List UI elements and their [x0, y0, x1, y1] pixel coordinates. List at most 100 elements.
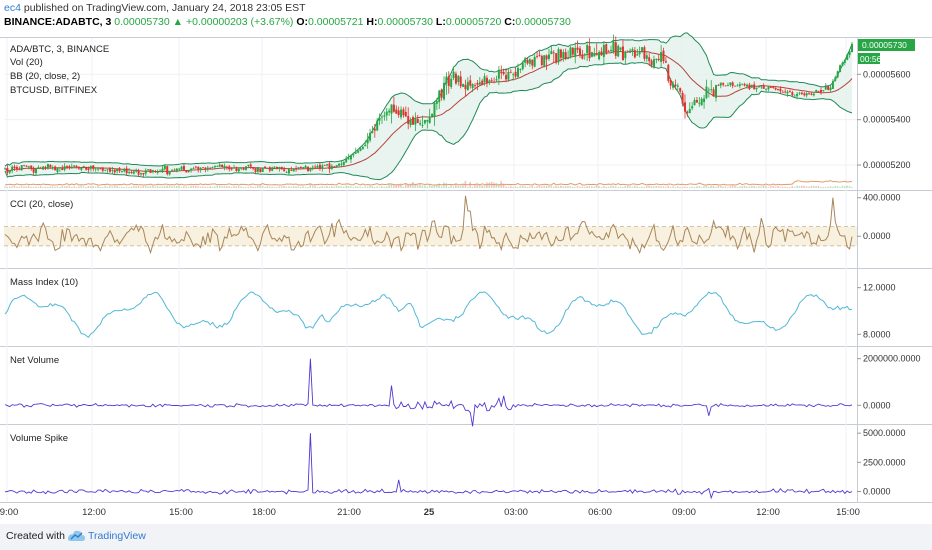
candle — [812, 93, 815, 96]
author-link[interactable]: ec4 — [4, 2, 21, 14]
candle — [450, 78, 453, 88]
candle — [233, 167, 236, 169]
volume-bar — [602, 185, 605, 188]
candle — [397, 110, 400, 116]
volume-bar — [350, 186, 352, 188]
volume-bar — [32, 186, 35, 188]
cci-axis-label: 0.0000 — [863, 231, 891, 241]
candle — [495, 79, 498, 81]
volume-bar — [113, 185, 116, 188]
time-axis-label: 03:00 — [504, 507, 528, 518]
candle — [287, 168, 290, 174]
candle — [581, 55, 584, 59]
candle — [63, 166, 66, 170]
candle — [574, 48, 577, 57]
high-value: 0.00005730 — [377, 16, 433, 28]
volume-bar — [633, 185, 636, 188]
volume-bar — [202, 186, 204, 188]
volume-bar — [54, 186, 56, 188]
candle — [438, 90, 441, 103]
volume-bar — [595, 185, 598, 188]
volume-bar — [371, 185, 374, 188]
candle — [421, 125, 424, 127]
volume-bar — [223, 185, 226, 188]
volume-bar — [614, 186, 617, 188]
candle — [340, 163, 343, 165]
candle — [89, 166, 92, 169]
volume-bar — [311, 186, 314, 188]
candle — [216, 165, 219, 167]
volume-bar — [335, 185, 338, 188]
candle — [693, 100, 696, 106]
volume-bar — [89, 186, 92, 188]
candle — [166, 166, 169, 175]
candle — [724, 85, 727, 87]
volume-bar — [688, 187, 691, 188]
candle — [500, 71, 503, 74]
candle — [457, 75, 460, 83]
volume-bar — [421, 185, 424, 188]
candle — [722, 83, 725, 85]
volume-bar — [824, 186, 827, 188]
candle — [369, 133, 372, 141]
volume-bar — [366, 186, 369, 188]
volume-bar — [581, 186, 584, 188]
volume-bar — [63, 186, 66, 188]
candle — [13, 166, 16, 168]
volume-bar — [839, 187, 841, 188]
candle — [521, 62, 524, 70]
candle — [753, 84, 756, 90]
candle — [595, 53, 598, 56]
candle — [402, 109, 405, 116]
volume-bar — [724, 186, 727, 188]
volume-bar — [445, 183, 448, 188]
candle — [118, 168, 121, 172]
volume-bar — [357, 186, 359, 188]
candle — [137, 170, 140, 175]
candle — [123, 169, 126, 172]
volume-bar — [748, 186, 751, 188]
candle — [488, 80, 491, 83]
candle — [335, 165, 338, 168]
volume-bar — [674, 186, 677, 188]
candle — [719, 82, 722, 86]
candle — [567, 57, 570, 59]
candle — [228, 166, 231, 170]
chart-canvas[interactable]: 9:00 12:00 15:00 18:00 21:00 25 03:00 06:00 09:0… — [0, 0, 932, 524]
candle — [629, 50, 632, 53]
candle — [652, 59, 655, 68]
candle — [278, 166, 281, 169]
candle — [85, 167, 88, 170]
volume-bar — [319, 186, 321, 188]
volume-bar — [185, 186, 188, 188]
volume-bar — [190, 185, 192, 188]
volume-bar — [395, 184, 397, 188]
candle — [252, 167, 255, 169]
volume-bar — [25, 186, 28, 188]
candle — [588, 45, 591, 59]
volume-bar — [769, 186, 772, 188]
volume-bar — [259, 185, 261, 188]
candle — [392, 104, 395, 112]
candle — [42, 166, 45, 170]
volume-bar — [249, 186, 252, 188]
candle — [223, 165, 226, 168]
candle — [225, 166, 228, 168]
volume-bar — [156, 185, 159, 188]
candle — [376, 120, 379, 131]
volume-bar — [87, 185, 90, 188]
volume-bar — [693, 186, 696, 188]
candle — [734, 85, 737, 87]
candle — [748, 84, 751, 90]
candle — [147, 169, 150, 171]
volume-bar — [586, 185, 588, 188]
candle — [383, 115, 386, 117]
candle — [607, 51, 610, 52]
tradingview-brand-link[interactable]: TradingView — [88, 530, 146, 542]
cci-line — [4, 195, 853, 255]
price-legend-symbol: ADA/BTC, 3, BINANCE — [10, 44, 110, 55]
volume-bar — [49, 186, 52, 188]
candle — [30, 165, 33, 170]
candle — [266, 168, 269, 169]
candle — [6, 168, 9, 173]
